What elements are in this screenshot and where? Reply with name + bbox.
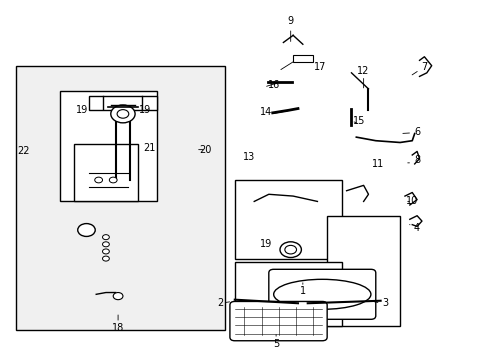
- Bar: [89, 96, 157, 111]
- Text: 10: 10: [406, 197, 418, 206]
- Circle shape: [78, 224, 95, 237]
- Circle shape: [285, 246, 296, 254]
- Circle shape: [102, 235, 109, 240]
- Text: 19: 19: [260, 239, 272, 249]
- Circle shape: [117, 110, 128, 118]
- Circle shape: [280, 242, 301, 257]
- Circle shape: [109, 177, 117, 183]
- Text: 18: 18: [112, 323, 124, 333]
- Text: 17: 17: [313, 63, 325, 72]
- Ellipse shape: [273, 279, 370, 309]
- Text: 5: 5: [272, 339, 279, 349]
- Circle shape: [95, 177, 102, 183]
- Text: 1: 1: [299, 286, 305, 296]
- FancyBboxPatch shape: [229, 301, 326, 341]
- Bar: [74, 144, 137, 202]
- Text: 21: 21: [143, 143, 156, 153]
- Text: 9: 9: [287, 16, 293, 26]
- Circle shape: [102, 249, 109, 254]
- Bar: [326, 216, 399, 327]
- Circle shape: [113, 293, 122, 300]
- Text: 19: 19: [139, 105, 151, 115]
- Text: 14: 14: [260, 107, 272, 117]
- Text: 2: 2: [217, 298, 223, 308]
- Text: 6: 6: [413, 127, 419, 137]
- Text: 15: 15: [352, 116, 364, 126]
- Bar: [60, 91, 157, 202]
- Text: 11: 11: [371, 159, 384, 169]
- Bar: [16, 66, 224, 330]
- FancyBboxPatch shape: [268, 269, 375, 319]
- Bar: [234, 180, 341, 258]
- Text: 7: 7: [421, 63, 427, 72]
- Bar: [234, 262, 341, 327]
- Text: 3: 3: [382, 298, 388, 308]
- Text: 13: 13: [243, 152, 255, 162]
- Circle shape: [102, 242, 109, 247]
- Text: 4: 4: [413, 223, 419, 233]
- Text: 8: 8: [413, 156, 419, 165]
- Circle shape: [102, 256, 109, 261]
- Text: 12: 12: [357, 66, 369, 76]
- Text: 16: 16: [267, 80, 279, 90]
- Text: 19: 19: [75, 105, 87, 115]
- Circle shape: [111, 105, 135, 123]
- Bar: [292, 55, 312, 62]
- Text: 20: 20: [199, 145, 211, 155]
- Text: 22: 22: [17, 147, 29, 157]
